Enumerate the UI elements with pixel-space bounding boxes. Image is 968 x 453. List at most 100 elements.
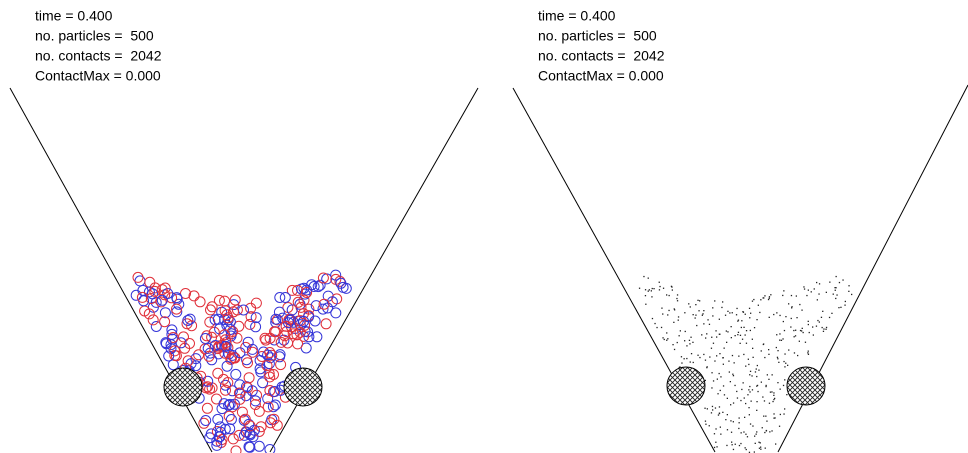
- contact-dot: [741, 327, 742, 328]
- contact-dot: [745, 447, 746, 448]
- contact-dot: [761, 350, 762, 351]
- contact-dot: [750, 330, 751, 331]
- contact-dot: [703, 354, 704, 355]
- particle: [207, 355, 217, 365]
- contact-dot: [693, 314, 694, 315]
- contact-dot: [773, 314, 774, 315]
- contact-dot: [666, 332, 667, 333]
- contact-dot: [707, 408, 708, 409]
- contact-dot: [773, 413, 774, 414]
- contact-dot: [705, 360, 706, 361]
- contact-dot: [661, 308, 662, 309]
- contact-dot: [804, 288, 805, 289]
- contact-dot: [741, 320, 742, 321]
- info-line: time = 0.400: [35, 8, 113, 24]
- contact-dot: [730, 404, 731, 405]
- contact-dot: [668, 310, 669, 311]
- contact-dot: [836, 276, 837, 277]
- contact-dot: [743, 382, 744, 383]
- contact-dot: [732, 355, 733, 356]
- contact-dot: [711, 372, 712, 373]
- contact-dot: [808, 354, 809, 355]
- contact-dot: [748, 359, 749, 360]
- contact-dot: [719, 353, 720, 354]
- contact-dot: [719, 319, 720, 320]
- contact-dot: [727, 311, 728, 312]
- contact-dot: [784, 353, 785, 354]
- contact-dot: [743, 431, 744, 432]
- contact-dot: [699, 357, 700, 358]
- contact-dot: [679, 335, 680, 336]
- contact-dot: [734, 385, 735, 386]
- info-line: no. particles = 500: [538, 28, 657, 44]
- contact-dot: [716, 446, 717, 447]
- contact-dot: [686, 345, 687, 346]
- contact-dot: [730, 381, 731, 382]
- contact-dot: [678, 316, 679, 317]
- contact-dot: [704, 408, 705, 409]
- contact-dot: [772, 374, 773, 375]
- contact-dot: [723, 385, 724, 386]
- contact-dot: [764, 357, 765, 358]
- contact-dot: [769, 431, 770, 432]
- contact-dot: [749, 414, 750, 415]
- particle: [200, 334, 210, 344]
- contact-dot: [681, 362, 682, 363]
- contact-dot: [777, 358, 778, 359]
- contact-dot: [714, 300, 715, 301]
- contact-dot: [701, 334, 702, 335]
- contact-dot: [823, 331, 824, 332]
- contact-dot: [746, 330, 747, 331]
- contact-dot: [711, 348, 712, 349]
- contact-dot: [712, 307, 713, 308]
- contact-dot: [724, 348, 725, 349]
- contact-dot: [826, 292, 827, 293]
- contact-dot: [717, 379, 718, 380]
- contact-dot: [805, 342, 806, 343]
- contact-dot: [652, 288, 653, 289]
- contact-dot: [822, 311, 823, 312]
- contact-dot: [727, 398, 728, 399]
- contact-dot: [756, 434, 757, 435]
- info-line: time = 0.400: [538, 8, 616, 24]
- contact-dot: [651, 290, 652, 291]
- contact-dot: [727, 414, 728, 415]
- contact-dot: [733, 402, 734, 403]
- contact-dot: [733, 375, 734, 376]
- obstacle: [164, 368, 202, 406]
- contact-dot: [763, 344, 764, 345]
- contact-dot: [684, 358, 685, 359]
- particle: [251, 322, 261, 332]
- contact-dot: [755, 371, 756, 372]
- contact-dot: [844, 305, 845, 306]
- contact-dot: [747, 436, 748, 437]
- info-line: no. contacts = 2042: [538, 48, 665, 64]
- particle: [239, 305, 249, 315]
- contact-dot: [654, 323, 655, 324]
- contact-dot: [719, 406, 720, 407]
- contact-dot: [784, 408, 785, 409]
- contact-dot: [757, 391, 758, 392]
- particle: [258, 378, 268, 388]
- contact-dot: [738, 428, 739, 429]
- obstacle: [284, 368, 322, 406]
- contact-dot: [775, 443, 776, 444]
- contact-dot: [769, 298, 770, 299]
- contact-dot: [756, 431, 757, 432]
- contact-dot: [692, 342, 693, 343]
- contact-dot: [764, 295, 765, 296]
- contact-dot: [768, 349, 769, 350]
- contact-dot: [715, 330, 716, 331]
- contact-dot: [770, 294, 771, 295]
- contact-dot: [736, 391, 737, 392]
- contact-dot: [752, 339, 753, 340]
- contact-dot: [748, 364, 749, 365]
- contact-dot: [745, 366, 746, 367]
- contact-dot: [705, 424, 706, 425]
- contact-dot: [765, 416, 766, 417]
- contact-dot: [764, 432, 765, 433]
- contact-dot: [677, 342, 678, 343]
- contact-dot: [779, 315, 780, 316]
- contact-dot: [851, 294, 852, 295]
- contact-dot: [690, 306, 691, 307]
